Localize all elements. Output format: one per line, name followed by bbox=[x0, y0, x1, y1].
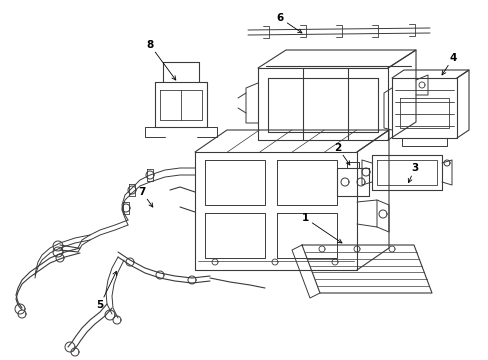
Text: 3: 3 bbox=[410, 163, 418, 173]
Text: 2: 2 bbox=[334, 143, 341, 153]
Text: 4: 4 bbox=[448, 53, 456, 63]
Text: 1: 1 bbox=[301, 213, 308, 223]
Text: 8: 8 bbox=[146, 40, 153, 50]
Text: 6: 6 bbox=[276, 13, 283, 23]
Text: 5: 5 bbox=[96, 300, 103, 310]
Text: 7: 7 bbox=[138, 187, 145, 197]
